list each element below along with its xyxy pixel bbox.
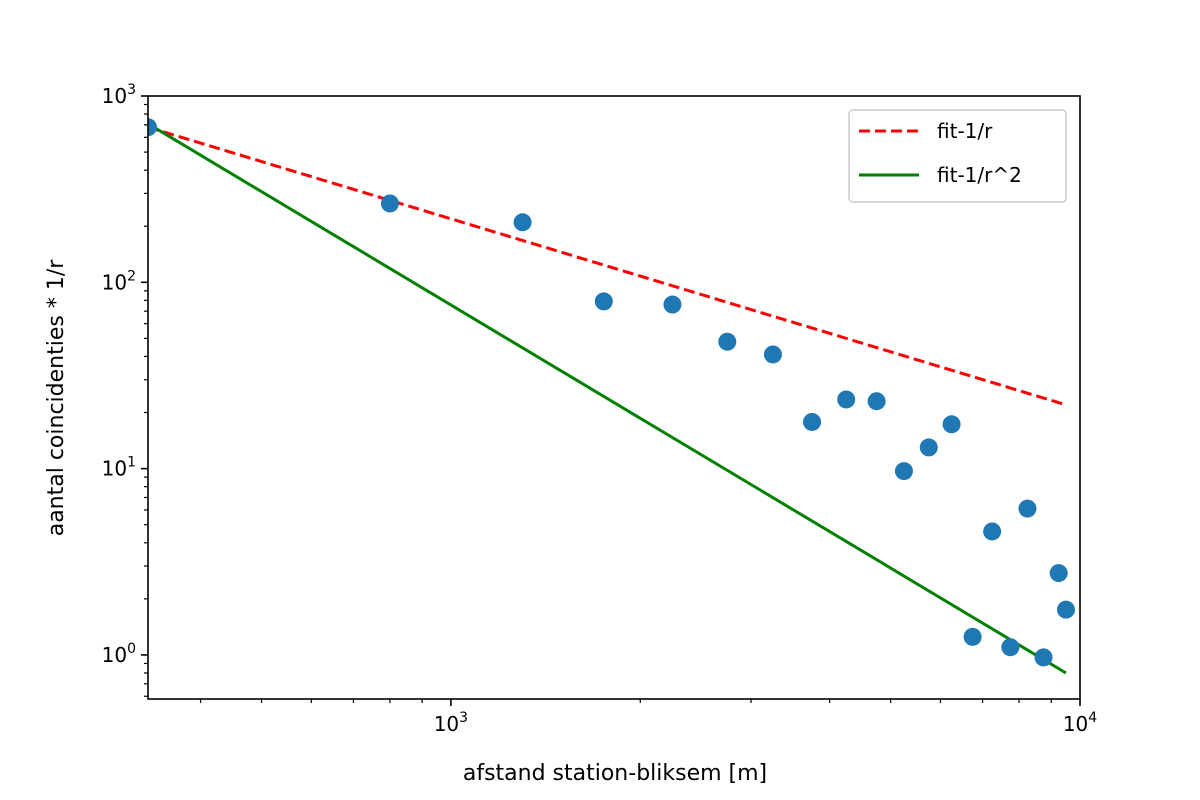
data-point <box>942 415 961 434</box>
x-tick-label: 103 <box>434 710 468 736</box>
y-tick-label: 102 <box>102 268 136 294</box>
axes: 103 104 100 101 102 103 <box>102 82 1098 736</box>
x-tick-label: 104 <box>1063 710 1097 736</box>
y-axis-label: aantal coincidenties * 1/r <box>44 259 69 537</box>
data-point <box>380 194 399 213</box>
data-point <box>983 522 1002 541</box>
data-point <box>837 390 856 409</box>
data-point <box>663 295 682 314</box>
data-point <box>1018 499 1037 518</box>
plot-content <box>148 118 1075 675</box>
data-point <box>919 438 938 457</box>
series-line-fit-1-r2 <box>148 122 1067 675</box>
x-axis-label: afstand station-bliksem [m] <box>463 761 767 786</box>
data-point <box>867 392 886 411</box>
data-point <box>803 412 822 431</box>
data-point <box>1049 564 1068 583</box>
legend-label: fit-1/r^2 <box>937 163 1022 187</box>
data-point <box>1034 648 1053 667</box>
y-tick-label: 101 <box>102 455 136 481</box>
data-point <box>148 118 157 137</box>
y-tick-label: 103 <box>102 82 136 108</box>
data-point <box>763 345 782 364</box>
data-point <box>718 332 737 351</box>
data-point <box>894 462 913 481</box>
data-point <box>963 627 982 646</box>
legend-box <box>848 109 1067 203</box>
data-point <box>513 213 532 232</box>
legend: fit-1/r fit-1/r^2 <box>848 109 1067 203</box>
axes-frame <box>147 95 1081 700</box>
data-point <box>594 292 613 311</box>
legend-label: fit-1/r <box>937 119 993 143</box>
data-point <box>1056 600 1075 619</box>
y-tick-label: 100 <box>102 641 136 667</box>
plot-area <box>148 118 1075 675</box>
data-point <box>1001 638 1020 657</box>
